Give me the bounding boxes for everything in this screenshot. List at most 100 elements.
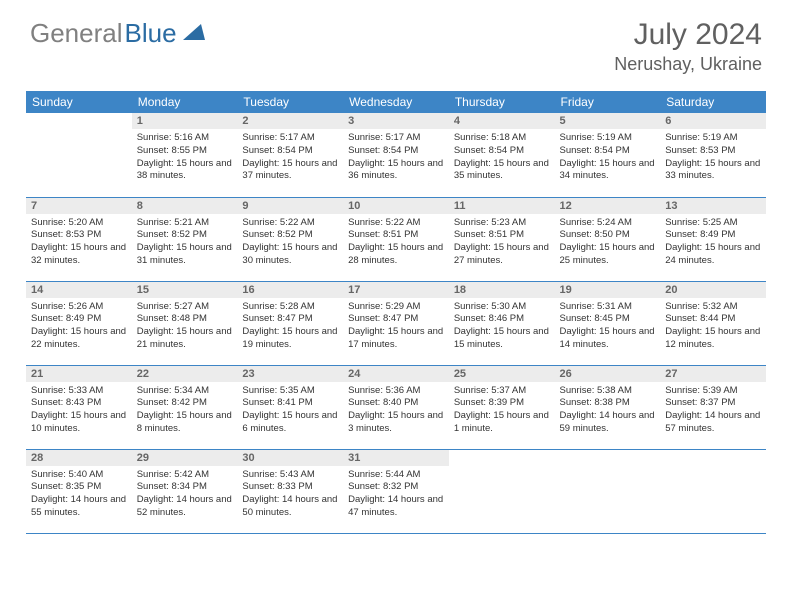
day-number: 30	[237, 450, 343, 466]
weekday-header: Monday	[132, 91, 238, 113]
day-content: Sunrise: 5:17 AMSunset: 8:54 PMDaylight:…	[237, 129, 343, 187]
day-content: Sunrise: 5:28 AMSunset: 8:47 PMDaylight:…	[237, 298, 343, 356]
day-content: Sunrise: 5:19 AMSunset: 8:53 PMDaylight:…	[660, 129, 766, 187]
day-number: 19	[555, 282, 661, 298]
day-content: Sunrise: 5:25 AMSunset: 8:49 PMDaylight:…	[660, 214, 766, 272]
day-number: 28	[26, 450, 132, 466]
location: Nerushay, Ukraine	[614, 54, 762, 75]
day-content: Sunrise: 5:43 AMSunset: 8:33 PMDaylight:…	[237, 466, 343, 524]
day-number: 26	[555, 366, 661, 382]
day-number: 22	[132, 366, 238, 382]
day-number: 18	[449, 282, 555, 298]
day-number: 6	[660, 113, 766, 129]
day-content: Sunrise: 5:29 AMSunset: 8:47 PMDaylight:…	[343, 298, 449, 356]
calendar-cell: 10Sunrise: 5:22 AMSunset: 8:51 PMDayligh…	[343, 197, 449, 281]
day-content: Sunrise: 5:40 AMSunset: 8:35 PMDaylight:…	[26, 466, 132, 524]
calendar-cell: 20Sunrise: 5:32 AMSunset: 8:44 PMDayligh…	[660, 281, 766, 365]
calendar-cell: ..	[26, 113, 132, 197]
calendar-head: SundayMondayTuesdayWednesdayThursdayFrid…	[26, 91, 766, 113]
calendar-cell: ..	[555, 449, 661, 533]
day-content: Sunrise: 5:24 AMSunset: 8:50 PMDaylight:…	[555, 214, 661, 272]
day-content: Sunrise: 5:34 AMSunset: 8:42 PMDaylight:…	[132, 382, 238, 440]
day-number: 17	[343, 282, 449, 298]
calendar-cell: 30Sunrise: 5:43 AMSunset: 8:33 PMDayligh…	[237, 449, 343, 533]
calendar-cell: 25Sunrise: 5:37 AMSunset: 8:39 PMDayligh…	[449, 365, 555, 449]
day-content: Sunrise: 5:16 AMSunset: 8:55 PMDaylight:…	[132, 129, 238, 187]
calendar-cell: 9Sunrise: 5:22 AMSunset: 8:52 PMDaylight…	[237, 197, 343, 281]
calendar-cell: 27Sunrise: 5:39 AMSunset: 8:37 PMDayligh…	[660, 365, 766, 449]
day-content: Sunrise: 5:22 AMSunset: 8:51 PMDaylight:…	[343, 214, 449, 272]
day-number: 3	[343, 113, 449, 129]
day-number: 7	[26, 198, 132, 214]
calendar-cell: 1Sunrise: 5:16 AMSunset: 8:55 PMDaylight…	[132, 113, 238, 197]
day-number: 9	[237, 198, 343, 214]
calendar-cell: 2Sunrise: 5:17 AMSunset: 8:54 PMDaylight…	[237, 113, 343, 197]
day-number: 14	[26, 282, 132, 298]
header: General Blue July 2024 Nerushay, Ukraine	[0, 0, 792, 83]
day-content: Sunrise: 5:19 AMSunset: 8:54 PMDaylight:…	[555, 129, 661, 187]
day-number: 21	[26, 366, 132, 382]
day-content: Sunrise: 5:31 AMSunset: 8:45 PMDaylight:…	[555, 298, 661, 356]
calendar-cell: 24Sunrise: 5:36 AMSunset: 8:40 PMDayligh…	[343, 365, 449, 449]
day-number: 16	[237, 282, 343, 298]
calendar-cell: 4Sunrise: 5:18 AMSunset: 8:54 PMDaylight…	[449, 113, 555, 197]
triangle-icon	[183, 22, 205, 45]
calendar-cell: 28Sunrise: 5:40 AMSunset: 8:35 PMDayligh…	[26, 449, 132, 533]
calendar-row: 7Sunrise: 5:20 AMSunset: 8:53 PMDaylight…	[26, 197, 766, 281]
day-number: 10	[343, 198, 449, 214]
day-content: Sunrise: 5:44 AMSunset: 8:32 PMDaylight:…	[343, 466, 449, 524]
title-block: July 2024 Nerushay, Ukraine	[614, 18, 762, 75]
weekday-header: Friday	[555, 91, 661, 113]
day-number: 11	[449, 198, 555, 214]
calendar-cell: 18Sunrise: 5:30 AMSunset: 8:46 PMDayligh…	[449, 281, 555, 365]
calendar-cell: 13Sunrise: 5:25 AMSunset: 8:49 PMDayligh…	[660, 197, 766, 281]
calendar-cell: 12Sunrise: 5:24 AMSunset: 8:50 PMDayligh…	[555, 197, 661, 281]
calendar-cell: 15Sunrise: 5:27 AMSunset: 8:48 PMDayligh…	[132, 281, 238, 365]
day-number: 20	[660, 282, 766, 298]
calendar-row: 28Sunrise: 5:40 AMSunset: 8:35 PMDayligh…	[26, 449, 766, 533]
calendar-cell: 5Sunrise: 5:19 AMSunset: 8:54 PMDaylight…	[555, 113, 661, 197]
day-number: 15	[132, 282, 238, 298]
day-number: 24	[343, 366, 449, 382]
weekday-header: Sunday	[26, 91, 132, 113]
calendar-cell: ..	[660, 449, 766, 533]
day-number: 4	[449, 113, 555, 129]
day-content: Sunrise: 5:36 AMSunset: 8:40 PMDaylight:…	[343, 382, 449, 440]
logo-text-blue: Blue	[125, 18, 177, 49]
calendar-cell: 22Sunrise: 5:34 AMSunset: 8:42 PMDayligh…	[132, 365, 238, 449]
calendar-cell: 14Sunrise: 5:26 AMSunset: 8:49 PMDayligh…	[26, 281, 132, 365]
calendar-cell: 23Sunrise: 5:35 AMSunset: 8:41 PMDayligh…	[237, 365, 343, 449]
weekday-header: Tuesday	[237, 91, 343, 113]
month-title: July 2024	[614, 18, 762, 52]
day-content: Sunrise: 5:23 AMSunset: 8:51 PMDaylight:…	[449, 214, 555, 272]
weekday-header: Saturday	[660, 91, 766, 113]
calendar-cell: 16Sunrise: 5:28 AMSunset: 8:47 PMDayligh…	[237, 281, 343, 365]
day-content: Sunrise: 5:35 AMSunset: 8:41 PMDaylight:…	[237, 382, 343, 440]
day-number: 27	[660, 366, 766, 382]
day-content: Sunrise: 5:17 AMSunset: 8:54 PMDaylight:…	[343, 129, 449, 187]
day-content: Sunrise: 5:20 AMSunset: 8:53 PMDaylight:…	[26, 214, 132, 272]
day-content: Sunrise: 5:38 AMSunset: 8:38 PMDaylight:…	[555, 382, 661, 440]
calendar-row: ..1Sunrise: 5:16 AMSunset: 8:55 PMDaylig…	[26, 113, 766, 197]
day-content: Sunrise: 5:27 AMSunset: 8:48 PMDaylight:…	[132, 298, 238, 356]
day-content: Sunrise: 5:18 AMSunset: 8:54 PMDaylight:…	[449, 129, 555, 187]
calendar-cell: 21Sunrise: 5:33 AMSunset: 8:43 PMDayligh…	[26, 365, 132, 449]
calendar-cell: 17Sunrise: 5:29 AMSunset: 8:47 PMDayligh…	[343, 281, 449, 365]
day-number: 23	[237, 366, 343, 382]
day-number: 1	[132, 113, 238, 129]
day-number: 5	[555, 113, 661, 129]
day-content: Sunrise: 5:39 AMSunset: 8:37 PMDaylight:…	[660, 382, 766, 440]
calendar-cell: 11Sunrise: 5:23 AMSunset: 8:51 PMDayligh…	[449, 197, 555, 281]
calendar-table: SundayMondayTuesdayWednesdayThursdayFrid…	[26, 91, 766, 534]
calendar-cell: 7Sunrise: 5:20 AMSunset: 8:53 PMDaylight…	[26, 197, 132, 281]
calendar-cell: 8Sunrise: 5:21 AMSunset: 8:52 PMDaylight…	[132, 197, 238, 281]
logo-text-gray: General	[30, 18, 123, 49]
calendar-row: 21Sunrise: 5:33 AMSunset: 8:43 PMDayligh…	[26, 365, 766, 449]
day-number: 8	[132, 198, 238, 214]
calendar-cell: 31Sunrise: 5:44 AMSunset: 8:32 PMDayligh…	[343, 449, 449, 533]
day-content: Sunrise: 5:37 AMSunset: 8:39 PMDaylight:…	[449, 382, 555, 440]
day-number: 13	[660, 198, 766, 214]
weekday-header: Wednesday	[343, 91, 449, 113]
calendar-cell: ..	[449, 449, 555, 533]
day-number: 2	[237, 113, 343, 129]
